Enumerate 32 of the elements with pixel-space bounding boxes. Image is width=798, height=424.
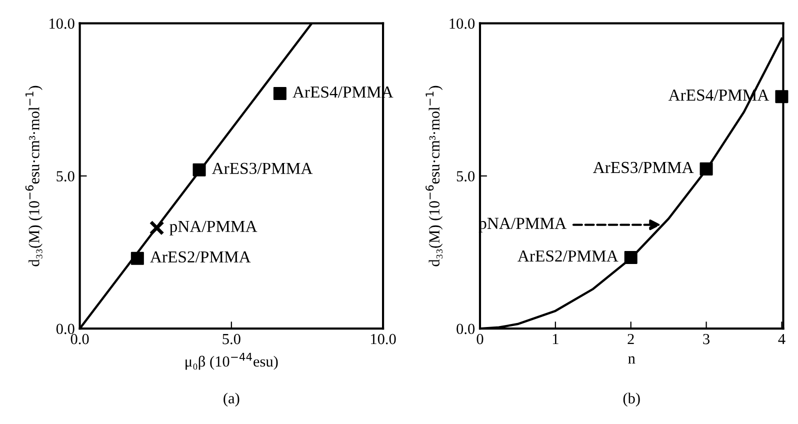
annotation: ArES2/PMMA [518, 250, 618, 262]
point [130, 252, 144, 265]
x-tick-label: 1 [552, 334, 558, 344]
x-tick-label: 5.0 [222, 334, 240, 344]
x-tick-label: 3 [703, 334, 710, 344]
text: (a) [224, 392, 240, 407]
x-axis-title: μ₀β (10$^{−44}$esu) [186, 352, 278, 370]
x-tick-label: 10.0 [371, 334, 396, 344]
y-tick-label: 5.0 [456, 171, 475, 182]
annotation: ArES3/PMMA [212, 162, 313, 174]
y-tick-label: 0.0 [56, 324, 74, 334]
y-axis-title: d₃₃(M) (10$^{−6}$esu·cm³·mol$^{−1}$) [426, 86, 443, 266]
point [273, 87, 286, 100]
point [775, 90, 788, 104]
y-tick-label: 10.0 [50, 18, 74, 29]
y-tick-label: 5.0 [56, 171, 74, 182]
x-tick-label: 0.0 [70, 334, 89, 344]
x-axis-title: n [628, 356, 636, 364]
point [149, 220, 164, 236]
annotation: ArES2/PMMA [150, 251, 251, 263]
annotation: pNA/PMMA [170, 220, 258, 236]
y-tick-label: 10.0 [450, 18, 475, 29]
x-tick-label: 0 [476, 334, 484, 344]
point [192, 163, 206, 176]
y-axis-title: d₃₃(M) (10$^{−6}$esu·cm³·mol$^{−1}$) [25, 86, 42, 266]
x-tick-label: 2 [628, 334, 634, 344]
point [700, 162, 713, 176]
text: (b) [623, 392, 640, 407]
annotation: ArES3/PMMA [593, 162, 694, 174]
y-tick-label: 0.0 [456, 324, 475, 334]
x-tick-label: 4 [778, 334, 786, 344]
point [624, 250, 638, 264]
